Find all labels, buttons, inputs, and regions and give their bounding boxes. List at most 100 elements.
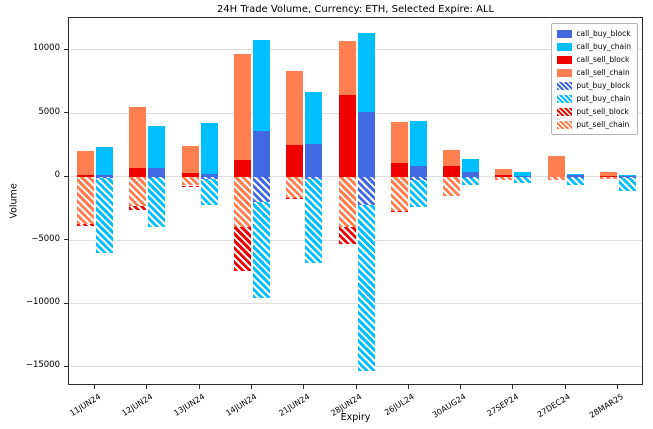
legend-item-call_sell_chain: call_sell_chain (557, 66, 631, 79)
bar-put_sell_chain (181, 176, 199, 186)
bar-put_buy_block (618, 176, 636, 178)
x-tick-mark (616, 385, 618, 389)
bar-call_sell_block (181, 173, 199, 177)
legend-label: call_sell_chain (576, 67, 630, 77)
legend-label: call_buy_chain (576, 41, 631, 51)
gridline (69, 239, 642, 241)
bar-call_buy_block (305, 143, 323, 177)
bar-put_buy_block (514, 176, 532, 178)
x-tick-mark (198, 385, 200, 389)
gridline (69, 366, 642, 368)
legend-label: put_buy_block (576, 80, 631, 90)
bar-call_buy_block (96, 175, 114, 177)
y-tick-label: 0 (54, 170, 60, 181)
y-axis-label: Volume (8, 183, 20, 219)
y-tick-label: −10000 (25, 297, 60, 308)
gridline (69, 49, 642, 51)
bar-call_buy_chain (96, 147, 114, 176)
chart-title: 24H Trade Volume, Currency: ETH, Selecte… (216, 4, 495, 15)
legend: call_buy_block call_buy_chain call_sell_bl… (551, 23, 638, 135)
x-tick-mark (303, 385, 305, 389)
bar-call_buy_chain (514, 171, 532, 176)
bar-call_sell_chain (181, 146, 199, 174)
x-tick-mark (146, 385, 148, 389)
bar-put_buy_chain (514, 177, 532, 183)
bar-put_sell_chain (599, 176, 617, 180)
bar-call_buy_block (462, 171, 480, 177)
legend-label: call_sell_block (576, 54, 630, 64)
x-axis-label: Expiry (340, 412, 371, 423)
x-tick-mark (407, 385, 409, 389)
bar-call_sell_chain (338, 40, 356, 96)
gridline (69, 176, 642, 178)
bar-call_buy_block (148, 167, 166, 177)
legend-item-put_sell_chain: put_sell_chain (557, 118, 631, 131)
y-tick-label: 10000 (32, 43, 60, 54)
bar-call_buy_block (618, 175, 636, 177)
bar-call_sell_chain (443, 149, 461, 167)
legend-swatch-call_sell_chain (557, 68, 573, 77)
legend-label: call_buy_block (576, 28, 631, 38)
x-tick-mark (564, 385, 566, 389)
bar-call_sell_chain (77, 151, 95, 175)
legend-swatch-call_buy_block (557, 29, 573, 38)
legend-swatch-call_sell_block (557, 55, 573, 64)
bar-put_buy_block (409, 176, 427, 181)
legend-item-call_buy_block: call_buy_block (557, 27, 631, 40)
bar-put_buy_chain (96, 177, 114, 253)
bar-put_buy_chain (409, 180, 427, 208)
bar-call_buy_chain (566, 174, 584, 176)
bar-call_sell_block (443, 166, 461, 177)
legend-swatch-put_sell_block (557, 107, 573, 116)
bar-call_sell_chain (547, 156, 565, 177)
legend-swatch-call_buy_chain (557, 42, 573, 51)
bar-put_sell_chain (443, 176, 461, 196)
bar-call_sell_block (233, 160, 251, 177)
bar-put_buy_chain (462, 177, 480, 186)
bar-put_buy_chain (566, 177, 584, 186)
bar-call_buy_block (409, 166, 427, 177)
bar-call_buy_block (200, 174, 218, 177)
bar-call_buy_chain (148, 125, 166, 168)
bar-put_sell_block (77, 223, 95, 227)
bar-put_sell_chain (338, 176, 356, 228)
bar-call_sell_block (77, 174, 95, 177)
bar-put_buy_block (96, 176, 114, 178)
gridline (69, 303, 642, 305)
bar-call_sell_block (286, 144, 304, 177)
bar-put_buy_block (462, 176, 480, 178)
legend-item-put_buy_chain: put_buy_chain (557, 92, 631, 105)
bar-call_buy_chain (618, 174, 636, 176)
plot-area: call_buy_block call_buy_chain call_sell_bl… (68, 17, 643, 385)
bar-put_buy_block (305, 176, 323, 180)
bar-call_sell_block (390, 162, 408, 177)
x-tick-mark (512, 385, 514, 389)
legend-label: put_sell_chain (576, 119, 630, 129)
x-tick-mark (355, 385, 357, 389)
bar-put_buy_chain (618, 177, 636, 191)
bar-put_sell_block (181, 185, 199, 187)
bar-put_sell_block (338, 227, 356, 244)
bar-put_sell_chain (547, 176, 565, 181)
bar-call_buy_chain (462, 158, 480, 172)
bar-call_sell_chain (233, 53, 251, 161)
legend-item-call_sell_block: call_sell_block (557, 53, 631, 66)
bar-call_sell_chain (390, 122, 408, 163)
bar-put_buy_block (357, 176, 375, 205)
gridline (69, 112, 642, 114)
bar-call_buy_chain (305, 91, 323, 144)
y-tick-label: −5000 (31, 233, 60, 244)
bar-put_sell_chain (129, 176, 147, 206)
bar-call_buy_chain (357, 33, 375, 112)
bar-call_buy_block (357, 111, 375, 177)
legend-item-put_buy_block: put_buy_block (557, 79, 631, 92)
legend-swatch-put_sell_chain (557, 120, 573, 129)
legend-label: put_sell_block (576, 106, 629, 116)
x-tick-mark (460, 385, 462, 389)
legend-label: put_buy_chain (576, 93, 631, 103)
bar-put_sell_chain (233, 176, 251, 228)
x-tick-mark (94, 385, 96, 389)
bar-call_sell_block (338, 95, 356, 177)
bar-call_sell_block (129, 167, 147, 177)
